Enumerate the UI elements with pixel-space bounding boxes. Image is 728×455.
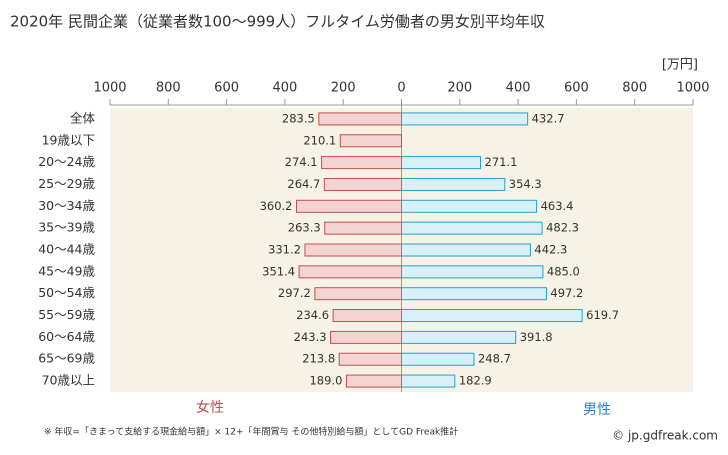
bar (345, 374, 402, 388)
value-label: 442.3 (534, 243, 567, 257)
bar (304, 243, 402, 257)
footnote: ※ 年収=「きまって支給する現金給与額」× 12+「年間賞与 その他特別給与額」… (44, 426, 458, 438)
bar (401, 243, 531, 257)
value-label: 264.7 (287, 177, 320, 191)
category-label: 60〜64歳 (38, 329, 95, 344)
bar (401, 374, 456, 388)
bar (401, 287, 547, 301)
value-label: 274.1 (285, 155, 318, 169)
value-label: 189.0 (309, 374, 342, 388)
bar (321, 156, 402, 170)
bar (330, 330, 403, 344)
value-label: 619.7 (586, 308, 619, 322)
bar (298, 265, 402, 279)
bar (338, 352, 403, 366)
source: © jp.gdfreak.com (612, 429, 718, 443)
unit-label: [万円] (662, 58, 698, 73)
x-tick-label: 400 (272, 81, 297, 96)
bar (401, 221, 543, 235)
bar (401, 156, 482, 170)
value-label: 243.3 (294, 330, 327, 344)
value-label: 213.8 (302, 352, 335, 366)
value-label: 182.9 (459, 374, 492, 388)
value-label: 354.3 (509, 177, 542, 191)
legend-male: 男性 (583, 402, 611, 418)
category-label: 45〜49歳 (38, 263, 95, 278)
value-label: 234.6 (296, 308, 329, 322)
value-label: 271.1 (485, 155, 518, 169)
x-tick-label: 600 (214, 81, 239, 96)
x-tick-label: 1000 (93, 81, 126, 96)
value-label: 463.4 (541, 199, 574, 213)
bar (401, 199, 538, 213)
legend-female: 女性 (196, 399, 224, 416)
value-label: 485.0 (547, 264, 580, 278)
category-label: 19歳以下 (42, 132, 95, 147)
x-tick-label: 600 (564, 81, 589, 96)
value-label: 248.7 (478, 352, 511, 366)
category-label: 全体 (70, 110, 96, 125)
value-label: 351.4 (262, 264, 295, 278)
value-label: 482.3 (546, 221, 579, 235)
chart-title: 2020年 民間企業（従業者数100〜999人）フルタイム労働者の男女別平均年収 (10, 13, 545, 31)
category-label: 55〜59歳 (38, 307, 95, 322)
x-tick-label: 400 (506, 81, 531, 96)
bar (332, 309, 403, 323)
value-label: 283.5 (282, 111, 315, 125)
bar (401, 265, 544, 279)
bar (401, 352, 475, 366)
x-tick-label: 200 (331, 81, 356, 96)
bar (401, 177, 506, 191)
bar (401, 112, 529, 126)
bar (318, 112, 402, 126)
category-label: 65〜69歳 (38, 351, 95, 366)
value-label: 331.2 (268, 243, 301, 257)
value-label: 360.2 (260, 199, 293, 213)
category-label: 30〜34歳 (38, 198, 95, 213)
category-label: 70歳以上 (42, 373, 95, 388)
bar (323, 177, 402, 191)
category-label: 35〜39歳 (38, 220, 95, 235)
x-tick-label: 200 (447, 81, 472, 96)
bar (339, 134, 403, 148)
x-tick-label: 1000 (676, 81, 709, 96)
value-label: 432.7 (532, 111, 565, 125)
category-label: 40〜44歳 (38, 242, 95, 257)
bar (314, 287, 403, 301)
x-tick-label: 0 (397, 81, 405, 96)
category-label: 20〜24歳 (38, 154, 95, 169)
bar (324, 221, 402, 235)
value-label: 263.3 (288, 221, 321, 235)
value-label: 210.1 (303, 133, 336, 147)
value-label: 297.2 (278, 286, 311, 300)
x-tick-label: 800 (156, 81, 181, 96)
category-label: 50〜54歳 (38, 285, 95, 300)
value-label: 391.8 (520, 330, 553, 344)
bar (401, 330, 517, 344)
value-label: 497.2 (550, 286, 583, 300)
x-tick-label: 800 (622, 81, 647, 96)
bar (401, 309, 583, 323)
category-label: 25〜29歳 (38, 176, 95, 191)
bar (296, 199, 403, 213)
